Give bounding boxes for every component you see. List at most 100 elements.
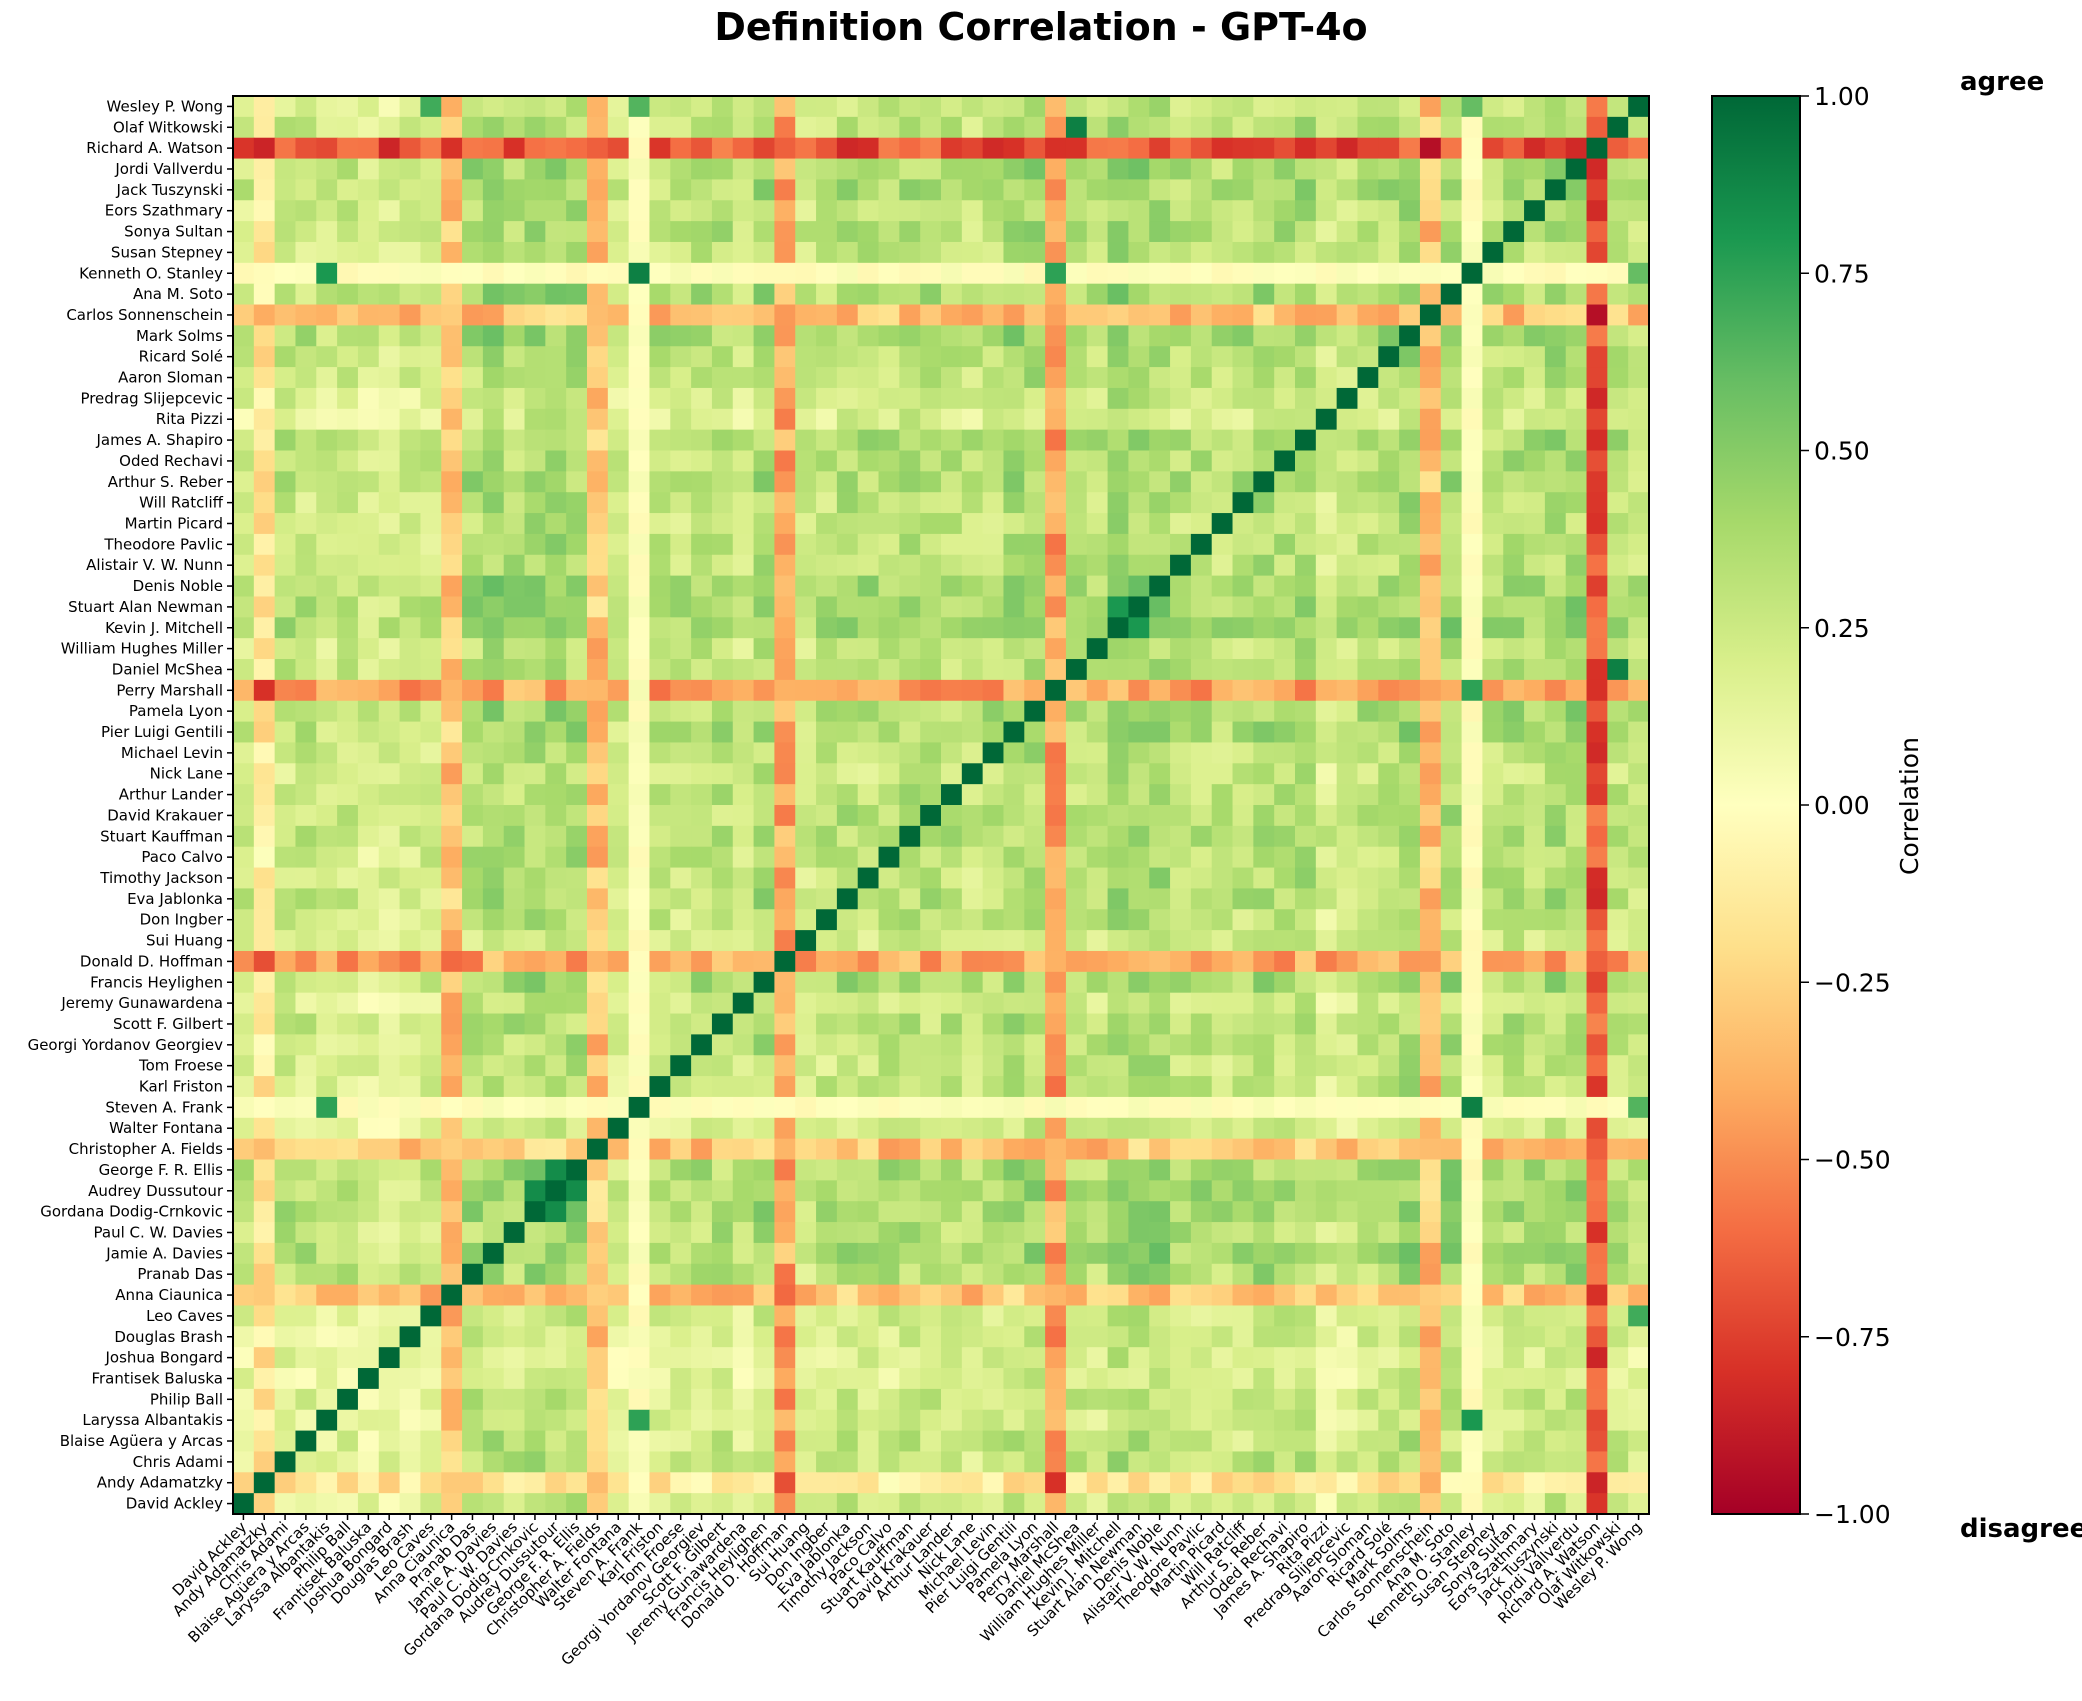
- heatmap-cell: [316, 513, 338, 535]
- heatmap-cell: [670, 283, 692, 306]
- heatmap-cell: [1419, 1472, 1442, 1494]
- heatmap-cell: [1253, 1493, 1275, 1515]
- heatmap-cell: [1211, 805, 1234, 827]
- heatmap-cell: [1419, 805, 1442, 827]
- heatmap-cell: [274, 179, 297, 201]
- heatmap-cell: [399, 1055, 422, 1077]
- heatmap-cell: [1586, 992, 1608, 1015]
- heatmap-cell: [1295, 617, 1317, 639]
- heatmap-cell: [1274, 116, 1296, 139]
- heatmap-cell: [670, 909, 692, 931]
- heatmap-cell: [420, 1013, 442, 1035]
- heatmap-cell: [1045, 930, 1067, 952]
- heatmap-cell: [878, 450, 900, 472]
- heatmap-cell: [1315, 825, 1338, 848]
- heatmap-cell: [1024, 471, 1046, 493]
- heatmap-cell: [732, 1159, 755, 1181]
- heatmap-cell: [1086, 742, 1109, 764]
- heatmap-cell: [1086, 888, 1109, 910]
- heatmap-cell: [982, 596, 1005, 618]
- heatmap-cell: [1336, 387, 1359, 410]
- heatmap-cell: [1086, 283, 1109, 306]
- heatmap-cell: [1503, 1326, 1525, 1348]
- heatmap-cell: [1524, 659, 1546, 681]
- heatmap-cell: [732, 1451, 755, 1473]
- heatmap-cell: [1315, 200, 1338, 222]
- heatmap-cell: [691, 1284, 713, 1307]
- heatmap-cell: [1086, 596, 1109, 618]
- heatmap-cell: [607, 450, 630, 472]
- heatmap-cell: [357, 846, 380, 869]
- heatmap-cell: [628, 1242, 651, 1265]
- heatmap-cell: [462, 1451, 484, 1473]
- heatmap-cell: [274, 1388, 297, 1411]
- heatmap-cell: [774, 992, 796, 1015]
- heatmap-cell: [1586, 1472, 1608, 1494]
- heatmap-cell: [1045, 96, 1067, 118]
- heatmap-cell: [836, 1472, 859, 1494]
- heatmap-cell: [857, 1096, 880, 1119]
- heatmap-cell: [524, 617, 546, 639]
- heatmap-cell: [1086, 1451, 1109, 1473]
- y-tick-label: Gordana Dodig-Crnkovic: [40, 1203, 223, 1221]
- heatmap-cell: [1232, 1368, 1254, 1390]
- heatmap-cell: [753, 283, 776, 306]
- heatmap-cell: [857, 617, 880, 639]
- heatmap-cell: [524, 971, 546, 994]
- heatmap-cell: [899, 283, 921, 306]
- heatmap-cell: [1461, 554, 1484, 577]
- heatmap-cell: [1336, 221, 1359, 243]
- heatmap-cell: [795, 1013, 817, 1035]
- heatmap-cell: [607, 1263, 630, 1286]
- heatmap-cell: [1399, 450, 1421, 472]
- heatmap-cell: [1065, 241, 1088, 264]
- heatmap-cell: [836, 283, 859, 306]
- heatmap-cell: [691, 1347, 713, 1369]
- heatmap-cell: [1419, 1326, 1442, 1348]
- heatmap-cell: [503, 241, 526, 264]
- heatmap-cell: [1190, 283, 1213, 306]
- heatmap-cell: [1253, 971, 1275, 994]
- heatmap-cell: [1503, 888, 1525, 910]
- heatmap-cell: [774, 304, 796, 326]
- heatmap-cell: [1086, 1326, 1109, 1348]
- heatmap-cell: [1482, 784, 1504, 806]
- heatmap-cell: [1565, 262, 1588, 285]
- heatmap-cell: [1295, 325, 1317, 347]
- heatmap-cell: [316, 1409, 338, 1432]
- heatmap-cell: [1170, 221, 1192, 243]
- heatmap-cell: [1336, 888, 1359, 910]
- heatmap-cell: [1170, 1138, 1192, 1161]
- heatmap-cell: [1419, 784, 1442, 806]
- heatmap-cell: [628, 1013, 651, 1035]
- heatmap-cell: [1336, 1242, 1359, 1265]
- heatmap-cell: [1419, 659, 1442, 681]
- heatmap-cell: [899, 1034, 921, 1056]
- heatmap-cell: [233, 1388, 255, 1411]
- heatmap-cell: [545, 721, 567, 744]
- heatmap-cell: [795, 221, 817, 243]
- heatmap-cell: [295, 1096, 317, 1119]
- heatmap-cell: [1128, 950, 1150, 973]
- heatmap-cell: [878, 1263, 900, 1286]
- heatmap-cell: [753, 1472, 776, 1494]
- heatmap-cell: [503, 930, 526, 952]
- heatmap-cell: [378, 659, 401, 681]
- heatmap-cell: [732, 1347, 755, 1369]
- heatmap-cell: [233, 700, 255, 723]
- heatmap-cell: [420, 971, 442, 994]
- heatmap-cell: [1419, 1076, 1442, 1098]
- heatmap-cell: [1024, 1242, 1046, 1265]
- heatmap-cell: [357, 304, 380, 326]
- heatmap-cell: [1211, 1076, 1234, 1098]
- heatmap-cell: [1440, 1472, 1463, 1494]
- heatmap-cell: [920, 659, 942, 681]
- heatmap-cell: [274, 325, 297, 347]
- heatmap-cell: [357, 367, 380, 389]
- heatmap-cell: [1607, 805, 1629, 827]
- heatmap-cell: [1524, 805, 1546, 827]
- heatmap-cell: [836, 1493, 859, 1515]
- heatmap-cell: [1378, 1180, 1400, 1202]
- heatmap-cell: [1274, 1347, 1296, 1369]
- heatmap-cell: [607, 763, 630, 785]
